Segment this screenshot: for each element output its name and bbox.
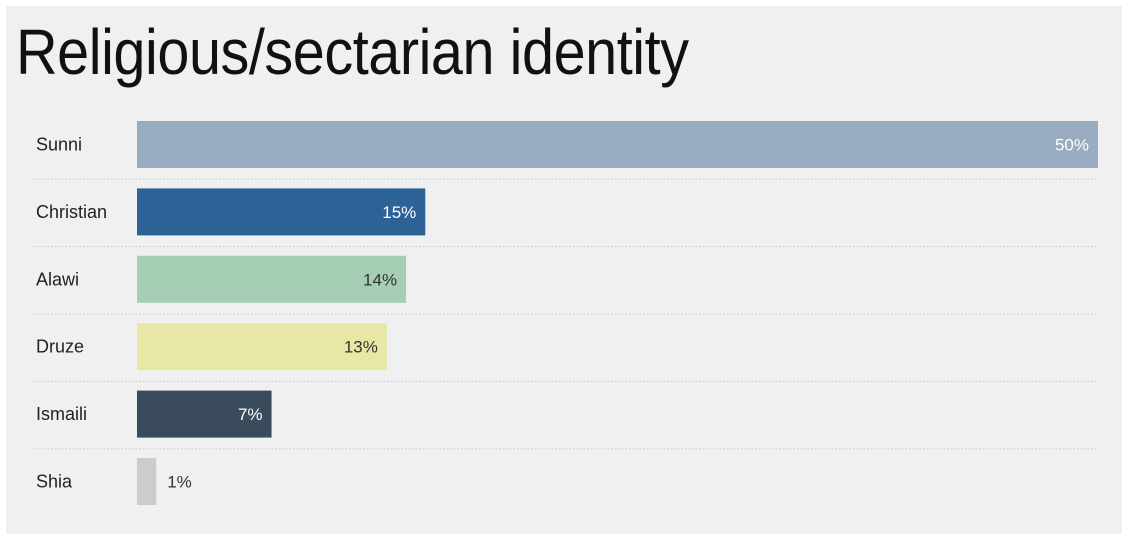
bar [137, 255, 407, 303]
category-label: Druze [36, 337, 84, 357]
bar [137, 458, 157, 505]
value-label: 15% [382, 203, 416, 222]
value-label: 1% [167, 473, 192, 492]
bar [137, 323, 387, 371]
category-label: Ismaili [36, 404, 87, 424]
value-label: 7% [238, 405, 263, 424]
value-label: 14% [363, 270, 397, 289]
chart-card: Religious/sectarian identity Sunni 50% Chr… [6, 6, 1122, 534]
bar [137, 390, 272, 438]
bar [137, 121, 1098, 168]
value-label: 50% [1055, 136, 1089, 155]
category-label: Christian [36, 202, 107, 222]
category-label: Alawi [36, 269, 79, 289]
bar-chart: Sunni 50% Christian 15% Alawi 14% Druze 13% Isma… [34, 121, 1098, 505]
category-label: Sunni [36, 135, 82, 155]
value-label: 13% [344, 338, 378, 357]
category-label: Shia [36, 472, 73, 492]
chart-title: Religious/sectarian identity [16, 16, 689, 88]
bar [137, 188, 426, 236]
